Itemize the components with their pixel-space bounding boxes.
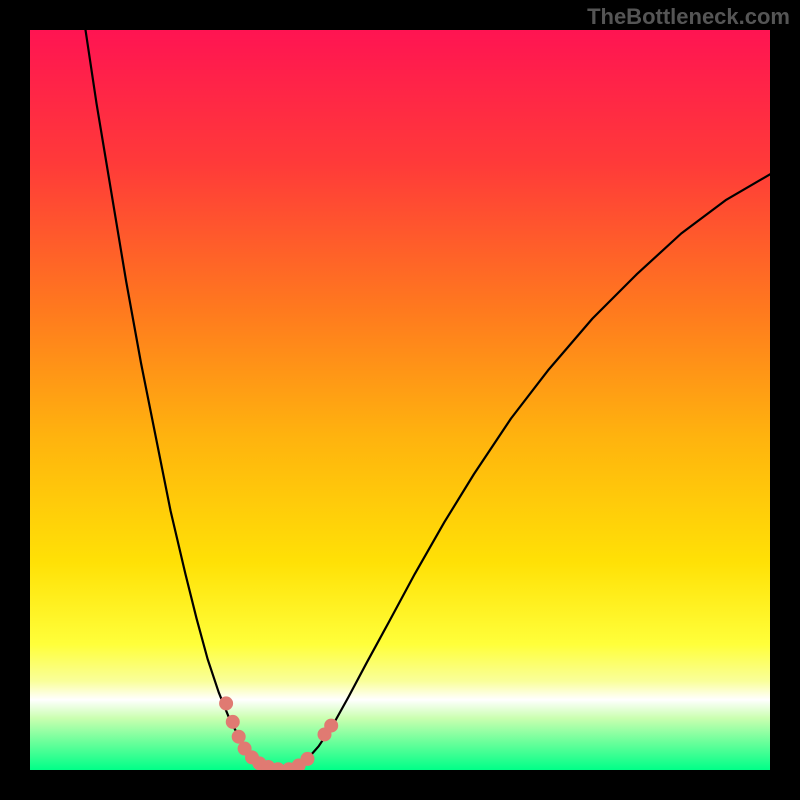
plot-area [30, 30, 770, 770]
plot-svg [30, 30, 770, 770]
data-marker [220, 697, 233, 710]
data-marker [226, 715, 239, 728]
data-marker [325, 719, 338, 732]
data-marker [232, 730, 245, 743]
gradient-background [30, 30, 770, 770]
data-marker [301, 752, 314, 765]
chart-frame: TheBottleneck.com [0, 0, 800, 800]
watermark-text: TheBottleneck.com [587, 4, 790, 30]
